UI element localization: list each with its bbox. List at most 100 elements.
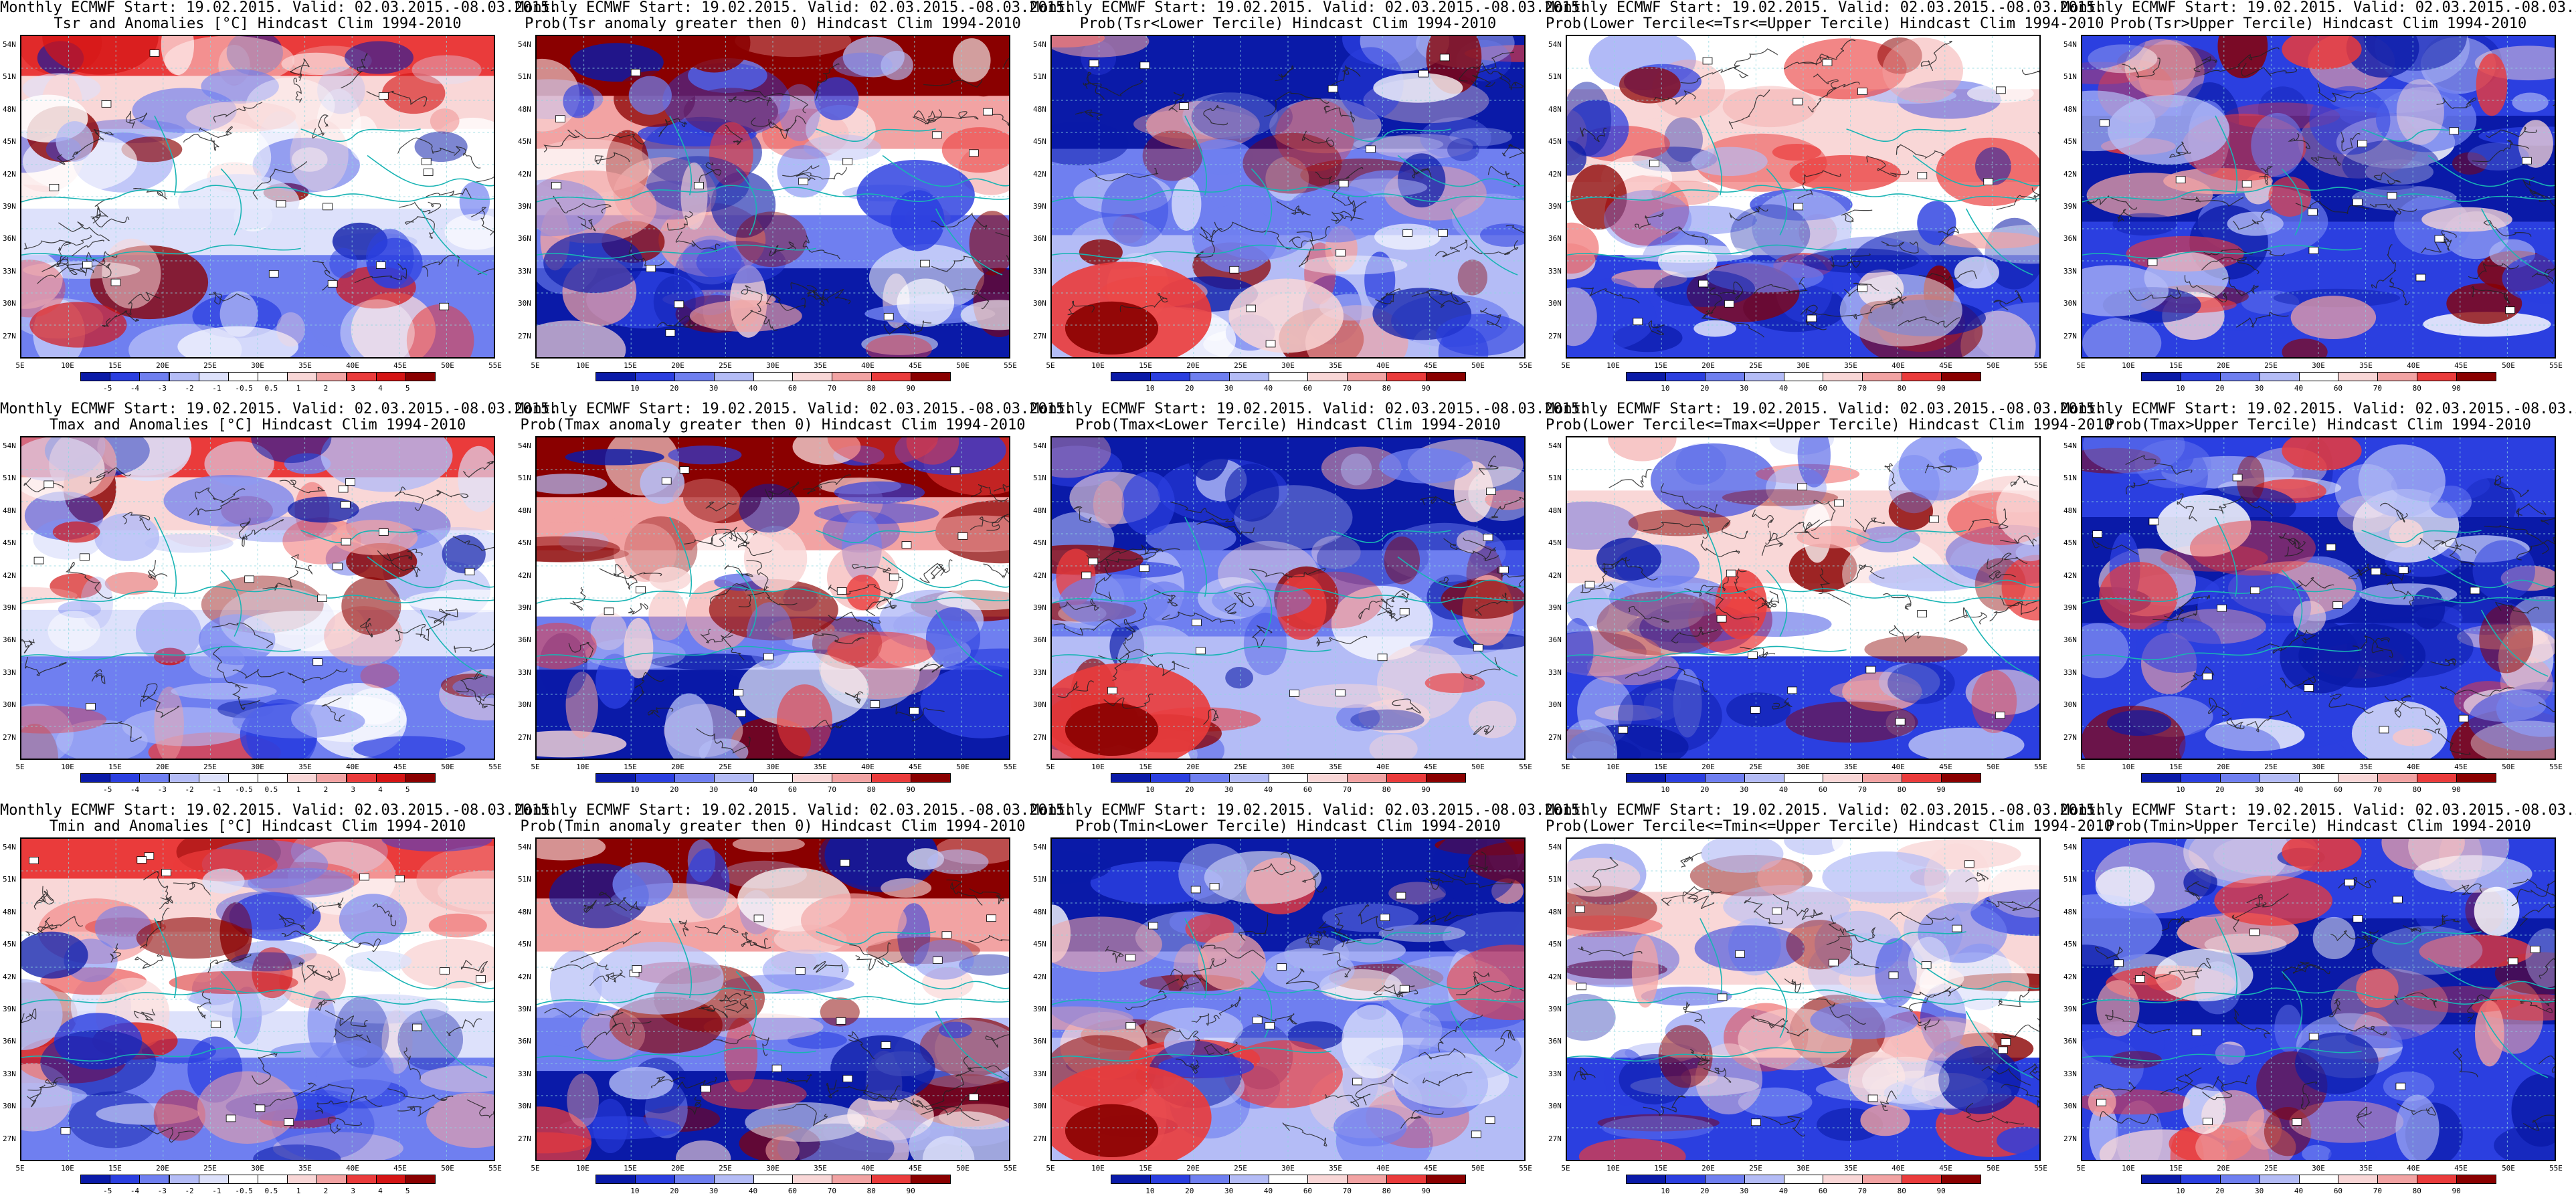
latitude-label: 51N	[1033, 875, 1046, 884]
color-bar-tick: 40	[1778, 1187, 1788, 1195]
color-bar-segment	[713, 372, 754, 381]
latitude-label: 39N	[518, 202, 531, 211]
color-bar-segment	[2377, 1175, 2418, 1184]
longitude-label: 30E	[766, 1164, 779, 1173]
color-bar-tick: 60	[788, 1187, 798, 1195]
color-bar-tick: -4	[130, 384, 140, 393]
color-bar-tick: 70	[2373, 1187, 2382, 1195]
longitude-label: 35E	[1844, 361, 1857, 370]
latitude-label: 48N	[1033, 907, 1046, 916]
latitude-label: 45N	[518, 137, 531, 146]
map-field	[1052, 437, 1524, 759]
map-panel: Monthly ECMWF Start: 19.02.2015. Valid: …	[1546, 0, 2104, 401]
color-bar-tick: -3	[157, 1187, 167, 1195]
color-bar-segment	[169, 773, 199, 783]
color-bar-segment	[2298, 773, 2339, 783]
color-bar-tick: -1	[212, 384, 221, 393]
longitude-label: 55E	[2034, 763, 2047, 771]
longitude-label: 35E	[1329, 1164, 1342, 1173]
color-bar-tick: 4	[378, 1187, 383, 1195]
color-bar-tick: 20	[2215, 384, 2225, 393]
longitude-label: 5E	[1046, 763, 1055, 771]
longitude-label: 40E	[346, 361, 359, 370]
map-field	[1052, 36, 1524, 357]
color-bar-segment	[1426, 773, 1466, 783]
longitude-label: 20E	[1186, 763, 1200, 771]
color-bar-tick: -5	[103, 1187, 112, 1195]
longitude-label: 25E	[1749, 1164, 1762, 1173]
longitude-label: 5E	[1561, 763, 1570, 771]
color-bar-segment	[2417, 773, 2458, 783]
latitude-label: 45N	[2063, 137, 2077, 146]
latitude-label: 36N	[2063, 234, 2077, 243]
longitude-label: 55E	[2034, 1164, 2047, 1173]
color-bar-tick: 40	[1263, 384, 1273, 393]
longitude-label: 50E	[1987, 361, 2000, 370]
color-bar-segment	[1862, 1175, 1903, 1184]
color-bar-segment	[1665, 1175, 1706, 1184]
color-bar-tick: 90	[1421, 384, 1431, 393]
color-bar-tick: 70	[2373, 785, 2382, 794]
color-bar-segment	[1268, 1175, 1309, 1184]
color-bar-tick: 10	[2176, 785, 2185, 794]
longitude-label: 40E	[1892, 763, 1905, 771]
color-bar-tick: 60	[788, 384, 798, 393]
color-bar-segment	[1665, 773, 1706, 783]
latitude-label: 51N	[518, 875, 531, 884]
latitude-label: 30N	[2063, 299, 2077, 308]
latitude-label: 33N	[2063, 1069, 2077, 1078]
color-bar: 10 20 30 40 60 70 80 90	[1111, 1175, 1466, 1195]
map-field	[1567, 839, 2039, 1160]
color-bar-tick: 10	[1145, 1187, 1155, 1195]
color-bar-tick: 1	[296, 1187, 301, 1195]
color-bar-segment	[169, 372, 199, 381]
color-bar-segment	[1307, 773, 1348, 783]
color-bar-segment	[2180, 1175, 2221, 1184]
longitude-label: 15E	[2169, 1164, 2183, 1173]
latitude-label: 33N	[1548, 266, 1562, 276]
latitude-label: 33N	[3, 668, 16, 677]
color-bar-tick: 30	[1740, 785, 1749, 794]
latitude-label: 27N	[518, 331, 531, 340]
longitude-label: 35E	[1844, 763, 1857, 771]
color-bar: 10 20 30 40 60 70 80 90	[595, 1175, 951, 1195]
color-bar-tick: -2	[185, 785, 194, 794]
longitude-label: 35E	[298, 763, 312, 771]
map-field	[2082, 437, 2555, 759]
color-bar-segment	[1149, 1175, 1190, 1184]
longitude-label: 5E	[2076, 763, 2086, 771]
longitude-label: 45E	[909, 1164, 922, 1173]
latitude-label: 39N	[1033, 1005, 1046, 1013]
longitude-label: 55E	[1519, 1164, 1532, 1173]
latitude-label: 30N	[1033, 299, 1046, 308]
color-bar-segment	[346, 1175, 377, 1184]
longitude-label: 25E	[2264, 1164, 2278, 1173]
color-bar-tick: 3	[351, 1187, 355, 1195]
map-field	[21, 437, 494, 759]
longitude-label: 35E	[2359, 361, 2373, 370]
latitude-label: 36N	[3, 635, 16, 645]
color-bar-segment	[1862, 372, 1903, 381]
longitude-label: 30E	[251, 763, 264, 771]
color-bar-segment	[911, 773, 951, 783]
color-bar-segment	[1783, 372, 1824, 381]
latitude-label: 36N	[518, 1037, 531, 1046]
longitude-label: 40E	[2407, 361, 2420, 370]
panel-title-line1: Monthly ECMWF Start: 19.02.2015. Valid: …	[1030, 401, 1589, 417]
latitude-label: 54N	[518, 441, 531, 450]
latitude-label: 45N	[3, 940, 16, 949]
color-bar-segment	[198, 372, 229, 381]
panel-title: Monthly ECMWF Start: 19.02.2015. Valid: …	[1546, 0, 2104, 32]
latitude-label: 48N	[2063, 907, 2077, 916]
longitude-label: 55E	[488, 361, 502, 370]
longitude-label: 25E	[203, 361, 217, 370]
color-bar-tick: 30	[1740, 384, 1749, 393]
latitude-label: 39N	[1548, 603, 1562, 612]
color-bar-segment	[911, 372, 951, 381]
color-bar-tick: 90	[1936, 384, 1946, 393]
longitude-label: 50E	[2502, 1164, 2515, 1173]
color-bar-segment	[713, 773, 754, 783]
color-bar-segment	[2259, 773, 2300, 783]
map-field	[1052, 839, 1524, 1160]
longitude-label: 50E	[1987, 1164, 2000, 1173]
